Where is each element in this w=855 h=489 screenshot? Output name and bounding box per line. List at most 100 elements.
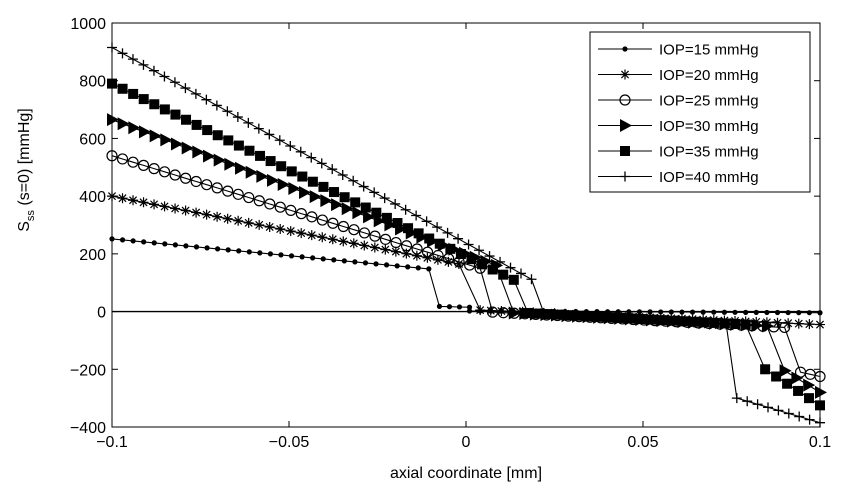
data-point [267, 251, 274, 257]
data-point [275, 224, 286, 235]
data-point [505, 262, 516, 273]
data-point [316, 158, 327, 169]
data-point [508, 274, 519, 285]
x-tick-label: 0.1 [809, 434, 831, 451]
data-point [443, 256, 454, 267]
data-point [141, 239, 147, 245]
data-point [348, 238, 359, 249]
y-axis-label-main: S [16, 221, 33, 232]
data-point [297, 171, 308, 182]
data-point [329, 187, 340, 198]
data-point [107, 113, 119, 127]
y-tick-label: 400 [79, 189, 106, 206]
data-point [341, 202, 354, 216]
data-point [783, 408, 794, 419]
data-point [274, 135, 285, 146]
data-point [309, 190, 322, 204]
data-point [162, 241, 168, 247]
data-point [761, 319, 774, 333]
data-point [225, 247, 231, 253]
data-point [255, 150, 266, 161]
data-point [331, 257, 337, 263]
data-point [806, 310, 812, 316]
data-point [730, 319, 741, 330]
data-point [201, 209, 212, 220]
data-point [299, 254, 305, 260]
data-point [803, 378, 816, 392]
data-point [668, 309, 674, 315]
x-tick-label: −0.1 [96, 434, 128, 451]
data-point [170, 109, 181, 120]
data-point [232, 112, 243, 123]
data-point [211, 182, 223, 194]
data-point [371, 207, 382, 218]
data-point [246, 249, 252, 255]
data-point [369, 242, 380, 253]
data-point [201, 179, 213, 191]
data-point [337, 169, 348, 180]
data-point [390, 246, 401, 257]
y-tick-label: 800 [79, 74, 106, 91]
data-point [379, 193, 390, 204]
data-point [453, 258, 464, 269]
data-point [350, 197, 361, 208]
legend-item: IOP=25 mmHg [598, 93, 759, 110]
data-point [463, 239, 474, 250]
data-point [646, 314, 657, 325]
legend-label: IOP=15 mmHg [659, 42, 759, 59]
data-point [286, 166, 297, 177]
data-point [785, 309, 791, 316]
y-tick-label: 1000 [70, 16, 106, 33]
data-point [232, 188, 244, 200]
data-point [213, 153, 226, 167]
data-point [180, 205, 191, 216]
data-point [183, 243, 189, 249]
data-point [359, 240, 370, 251]
data-point [495, 256, 506, 267]
data-point [316, 214, 328, 226]
data-point [549, 308, 560, 319]
data-point [235, 161, 248, 175]
data-point [804, 414, 815, 425]
data-point [256, 169, 269, 183]
data-point [180, 83, 191, 94]
data-point [771, 371, 782, 382]
data-point [192, 145, 205, 159]
data-point [379, 233, 392, 245]
data-point [496, 306, 507, 317]
data-point [139, 125, 152, 139]
legend-item: IOP=15 mmHg [598, 42, 759, 59]
data-point [117, 48, 128, 59]
data-point [169, 169, 181, 181]
data-point [245, 165, 258, 179]
data-point [264, 198, 276, 210]
data-point [204, 245, 210, 251]
data-point [421, 216, 432, 227]
legend-marker [622, 46, 628, 52]
data-point [212, 130, 223, 141]
data-point [413, 228, 424, 239]
data-point [700, 309, 706, 315]
data-point [278, 252, 284, 258]
data-point [373, 261, 379, 267]
data-point [306, 211, 318, 223]
data-point [171, 137, 184, 151]
data-point [244, 145, 255, 156]
data-point [358, 181, 369, 192]
data-point [486, 306, 499, 318]
data-point [358, 227, 371, 239]
data-point [731, 393, 742, 404]
data-point [296, 228, 307, 239]
data-point [526, 274, 537, 285]
data-point [794, 411, 805, 422]
y-tick-label: −200 [70, 362, 106, 379]
x-tick-label: 0.05 [627, 434, 658, 451]
data-point [793, 385, 804, 396]
data-point [533, 308, 544, 319]
x-tick-label: −0.05 [269, 434, 310, 451]
data-point [411, 250, 422, 261]
data-point [743, 309, 749, 315]
data-point [339, 192, 350, 203]
data-point [764, 309, 770, 316]
